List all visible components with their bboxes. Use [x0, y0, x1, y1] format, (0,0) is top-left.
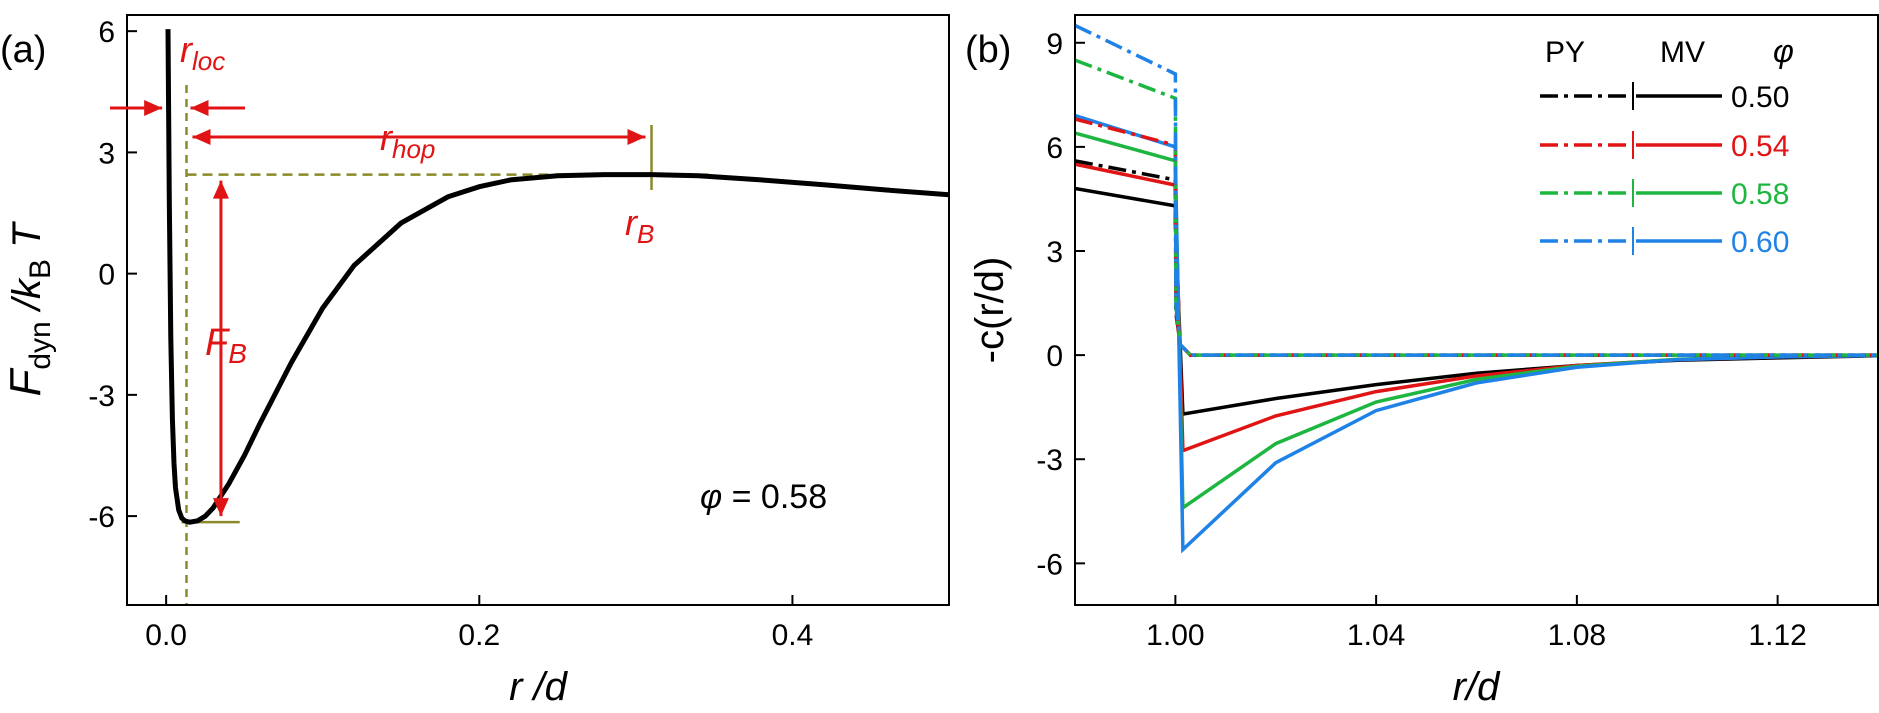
x-tick-label: 1.12	[1748, 619, 1806, 652]
x-tick-label: 0.4	[772, 619, 814, 652]
r-loc-label: rloc	[180, 29, 225, 76]
py-series-line-0.60	[1075, 23, 1878, 357]
panel-a-y-axis-label: Fdyn /kB T	[1, 221, 57, 397]
legend-phi-value: 0.54	[1731, 130, 1789, 163]
legend-phi-value: 0.58	[1731, 178, 1789, 211]
x-tick-label: 0.2	[458, 619, 500, 652]
legend-header-py: PY	[1545, 36, 1585, 69]
r-hop-label: rhop	[380, 117, 435, 164]
x-tick-label: 1.08	[1548, 619, 1606, 652]
legend-phi-value: 0.60	[1731, 226, 1789, 259]
x-tick-label: 0.0	[145, 619, 187, 652]
panel-a-arrows	[110, 100, 646, 517]
legend-header-mv: MV	[1660, 36, 1705, 69]
y-tick-label: 6	[1046, 132, 1063, 165]
phi-value-label: φ = 0.58	[700, 478, 827, 516]
panel-a-guides	[181, 85, 715, 605]
panel-a-x-ticks: 0.0 0.2 0.4	[145, 595, 813, 652]
y-tick-label: 3	[1046, 236, 1063, 269]
panel-b-x-axis-label: r/d	[1453, 665, 1501, 709]
f-b-up-arrowhead	[212, 180, 229, 199]
legend-header-phi: φ	[1773, 33, 1794, 69]
r-b-label: rB	[625, 202, 654, 249]
legend-phi-value: 0.50	[1731, 81, 1789, 114]
panel-a-frame	[126, 14, 950, 606]
y-tick-label: -3	[88, 380, 115, 413]
f-b-label: FB	[205, 322, 247, 369]
y-tick-label: 6	[98, 16, 115, 49]
r-loc-left-arrowhead	[144, 100, 163, 116]
y-tick-label: -3	[1036, 444, 1063, 477]
r-hop-right-arrowhead	[627, 129, 646, 145]
x-tick-label: 1.04	[1347, 619, 1405, 652]
panel-b-y-ticks: 9 6 3 0 -3 -6	[1036, 28, 1085, 581]
panel-a-chart: 0.0 0.2 0.4 6 3 0 -3 -6 Fdyn /kB T r /d rloc r…	[1, 14, 950, 709]
panel-b-frame	[1074, 14, 1879, 606]
panel-a-label: (a)	[0, 29, 46, 71]
panel-a-y-ticks: 6 3 0 -3 -6	[88, 16, 137, 534]
panel-b-legend: PY MV φ 0.50 0.54 0.58 0.60	[1540, 33, 1794, 259]
panel-b-y-axis-label: -c(r/d)	[968, 257, 1012, 364]
x-tick-label: 1.00	[1146, 619, 1204, 652]
panel-a-x-axis-label: r /d	[509, 665, 569, 709]
r-hop-left-arrowhead	[192, 129, 211, 145]
y-tick-label: -6	[88, 501, 115, 534]
y-tick-label: 0	[98, 259, 115, 292]
f-b-down-arrowhead	[212, 498, 229, 517]
panel-b-x-ticks: 1.00 1.04 1.08 1.12	[1146, 595, 1807, 652]
y-tick-label: 9	[1046, 28, 1063, 61]
y-tick-label: -6	[1036, 548, 1063, 581]
free-energy-curve	[165, 29, 950, 525]
panel-b-series	[1075, 23, 1878, 554]
panel-b-label: (b)	[965, 29, 1011, 71]
panel-b-chart: 1.00 1.04 1.08 1.12 9 6 3 0 -3 -6 -c(r/d) r/d PY…	[968, 14, 1879, 709]
y-tick-label: 0	[1046, 340, 1063, 373]
r-loc-right-arrowhead	[190, 100, 209, 116]
y-tick-label: 3	[98, 137, 115, 170]
